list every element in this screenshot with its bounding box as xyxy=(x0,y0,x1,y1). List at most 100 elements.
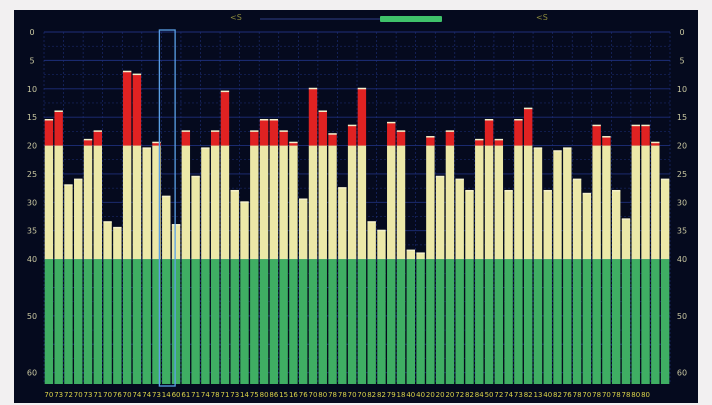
bar-label: 20 xyxy=(436,391,445,399)
bar-cap xyxy=(553,150,562,152)
bar-segment-cream xyxy=(220,145,230,260)
bar-label: 79 xyxy=(387,391,396,399)
bar-segment-red xyxy=(181,131,191,146)
bar-segment-cream xyxy=(83,145,93,260)
top-right-label: <S xyxy=(536,13,548,22)
bar-segment-green xyxy=(455,259,464,384)
bar-cap xyxy=(171,224,181,226)
y-tick-label-left: 0 xyxy=(29,28,34,37)
bar-segment-red xyxy=(484,120,494,146)
bar-segment-cream xyxy=(103,222,112,260)
y-tick-label-left: 10 xyxy=(27,85,37,94)
bar-segment-green xyxy=(651,259,660,384)
bar-segment-green xyxy=(259,259,269,384)
bar-label: 78 xyxy=(622,391,631,399)
bar-segment-cream xyxy=(122,145,132,260)
bar-segment-cream xyxy=(660,179,670,260)
bar-cap xyxy=(328,133,337,135)
bar-segment-cream xyxy=(406,250,416,260)
bar-label: 40 xyxy=(416,391,425,399)
bar-label: 20 xyxy=(426,391,435,399)
bar-cap xyxy=(475,138,484,141)
bar-cap xyxy=(240,201,249,203)
bar-label: 82 xyxy=(553,391,562,399)
spectrum-display: <S <S 0 0 5 5 10 10 15 15 20 20 25 25 30 30 35 35 40 40 50… xyxy=(14,10,698,403)
bar-label: 86 xyxy=(269,391,278,399)
bar-segment-green xyxy=(162,259,171,384)
bar-cap xyxy=(631,124,640,127)
bar-segment-green xyxy=(54,259,63,384)
bar-segment-cream xyxy=(250,145,259,260)
bar-segment-green xyxy=(64,259,73,384)
bar-label: 80 xyxy=(641,391,650,399)
bar-cap xyxy=(543,189,552,192)
y-tick-label-right: 10 xyxy=(677,85,687,94)
bar-label: 40 xyxy=(406,391,415,399)
bar-segment-cream xyxy=(387,145,396,260)
bar-segment-cream xyxy=(142,148,151,260)
bar-segment-red xyxy=(279,131,288,146)
bar-segment-green xyxy=(132,259,142,384)
bar-segment-cream xyxy=(553,151,562,260)
selection-cursor xyxy=(158,29,176,387)
bar-cap xyxy=(201,147,210,149)
bar-label: 73 xyxy=(230,391,239,399)
bar-cap xyxy=(465,189,474,192)
bar-label: 70 xyxy=(602,391,611,399)
y-tick-label-left: 30 xyxy=(27,198,37,207)
bar-segment-green xyxy=(250,259,259,384)
bar-label: 73 xyxy=(152,391,161,399)
bar-segment-cream xyxy=(475,145,484,260)
bar-segment-green xyxy=(171,259,181,384)
bar-segment-green xyxy=(504,259,513,384)
bar-label: 80 xyxy=(318,391,327,399)
bar-cap xyxy=(494,138,504,141)
y-tick-label-left: 40 xyxy=(27,255,37,264)
bar-segment-cream xyxy=(533,148,543,260)
bar-label: 80 xyxy=(631,391,640,399)
bar-label: 70 xyxy=(582,391,591,399)
bar-cap xyxy=(298,198,308,200)
bar-segment-green xyxy=(602,259,611,384)
bar-segment-cream xyxy=(641,145,650,260)
bar-cap xyxy=(484,119,494,121)
bar-cap xyxy=(93,130,103,132)
bar-cap xyxy=(367,221,376,223)
bar-segment-green xyxy=(445,259,455,384)
bar-segment-green xyxy=(210,259,220,384)
bar-segment-red xyxy=(523,108,533,146)
bar-segment-cream xyxy=(181,145,191,260)
bar-cap xyxy=(279,130,288,132)
bar-label: 80 xyxy=(260,391,269,399)
bar-segment-cream xyxy=(602,145,611,260)
bar-segment-cream xyxy=(74,179,83,260)
bar-segment-red xyxy=(132,74,142,146)
bar-segment-red xyxy=(426,137,435,146)
bar-segment-cream xyxy=(338,188,347,260)
bar-cap xyxy=(641,124,650,127)
bar-cap xyxy=(103,221,112,223)
bar-segment-green xyxy=(387,259,396,384)
bar-cap xyxy=(514,119,523,121)
bar-label: 73 xyxy=(54,391,63,399)
bar-segment-red xyxy=(445,131,455,146)
bar-segment-green xyxy=(563,259,572,384)
bar-segment-green xyxy=(74,259,83,384)
bar-segment-green xyxy=(191,259,200,384)
y-tick-label-right: 40 xyxy=(677,255,687,264)
top-level-indicator xyxy=(380,16,442,22)
bar-segment-green xyxy=(338,259,347,384)
bar-cap xyxy=(426,136,435,138)
bar-segment-cream xyxy=(377,230,386,260)
y-tick-label-left: 50 xyxy=(27,312,37,321)
bar-label: 15 xyxy=(279,391,288,399)
bar-cap xyxy=(191,175,200,178)
bar-segment-green xyxy=(533,259,543,384)
bar-cap xyxy=(132,73,142,76)
bar-segment-red xyxy=(396,131,406,146)
bar-segment-red xyxy=(259,120,269,146)
bar-label: 20 xyxy=(445,391,454,399)
bar-segment-green xyxy=(269,259,279,384)
y-tick-label-right: 15 xyxy=(677,113,687,122)
bar-label: 70 xyxy=(103,391,112,399)
